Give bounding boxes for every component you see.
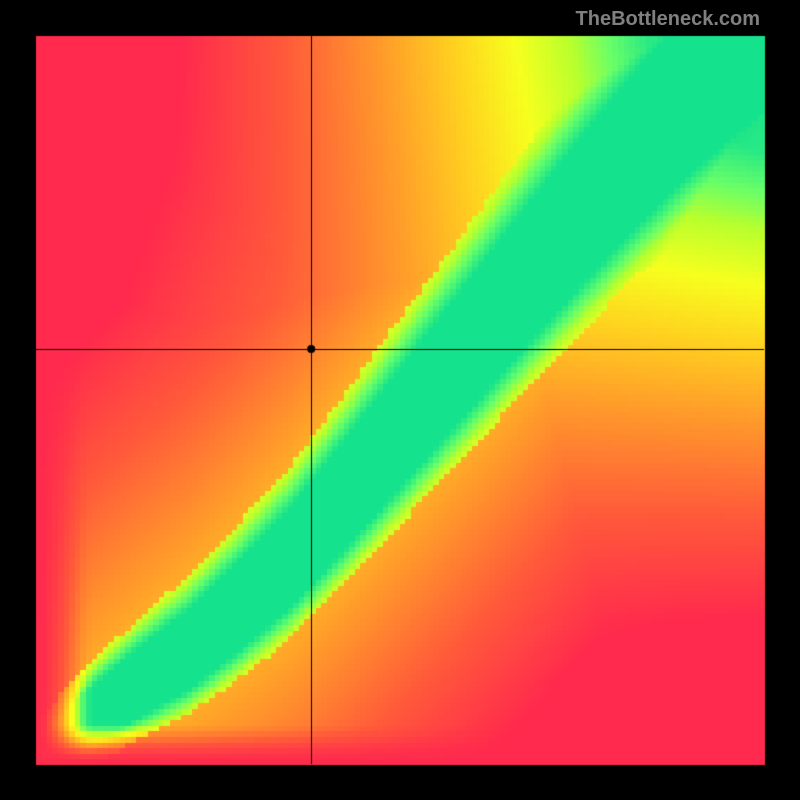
watermark-label: TheBottleneck.com (576, 8, 760, 31)
bottleneck-heatmap (0, 0, 800, 800)
chart-container: TheBottleneck.com (0, 0, 800, 800)
